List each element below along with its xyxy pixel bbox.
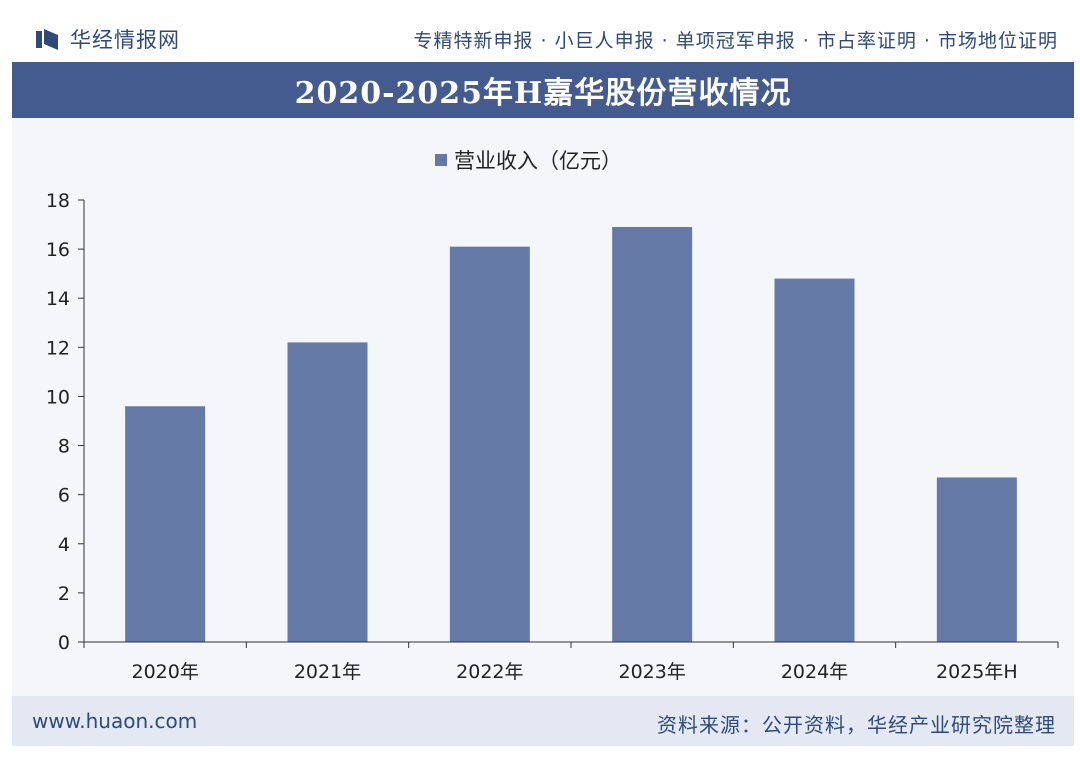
bar-6 (936, 477, 1017, 642)
y-tick-label: 4 (58, 534, 70, 556)
footer-url[interactable]: www.huaon.com (32, 709, 198, 733)
y-tick-label: 16 (46, 239, 70, 261)
legend: 营业收入（亿元） (435, 149, 622, 173)
bars (125, 227, 1017, 642)
bar-4 (612, 227, 693, 642)
bar-3 (449, 246, 530, 642)
footer-source: 资料来源：公开资料，华经产业研究院整理 (657, 713, 1056, 737)
y-tick-label: 6 (58, 485, 70, 507)
header: 华经情报网 专精特新申报 · 小巨人申报 · 单项冠军申报 · 市占率证明 · … (0, 0, 1080, 62)
y-tick-label: 0 (58, 632, 70, 654)
x-tick-label: 2020年 (131, 661, 198, 683)
x-tick-label: 2023年 (618, 661, 685, 683)
logo[interactable]: 华经情报网 (34, 24, 180, 54)
y-tick-label: 12 (46, 337, 70, 359)
bar-2 (287, 342, 368, 642)
bar-chart: 营业收入（亿元） 0 2 4 6 8 10 12 14 16 18 2020年 2021年 2022年… (46, 149, 1059, 683)
chart-area: 营业收入（亿元） 0 2 4 6 8 10 12 14 16 18 2020年 2021年 2022年… (12, 118, 1074, 696)
tagline: 专精特新申报 · 小巨人申报 · 单项冠军申报 · 市占率证明 · 市场地位证明 (413, 30, 1058, 52)
y-tick-label: 2 (58, 583, 70, 605)
x-tick-label: 2022年 (456, 661, 523, 683)
legend-label: 营业收入（亿元） (454, 149, 622, 173)
y-tick-label: 8 (58, 436, 70, 458)
x-tick-label: 2025年H (936, 661, 1018, 683)
logo-icon (36, 29, 58, 50)
chart-title: 2020-2025年H嘉华股份营收情况 (294, 76, 792, 111)
x-tick-label: 2024年 (781, 661, 848, 683)
x-axis: 2020年 2021年 2022年 2023年 2024年 2025年H (83, 641, 1059, 683)
bottom-strip (0, 746, 1080, 763)
y-tick-label: 10 (46, 386, 70, 408)
bar-5 (774, 278, 855, 642)
title-bar: 2020-2025年H嘉华股份营收情况 (12, 62, 1074, 118)
x-tick-label: 2021年 (294, 661, 361, 683)
bar-1 (125, 406, 206, 642)
y-axis: 0 2 4 6 8 10 12 14 16 18 (46, 190, 85, 654)
y-tick-label: 18 (46, 190, 70, 212)
legend-swatch (435, 154, 447, 166)
footer: www.huaon.com 资料来源：公开资料，华经产业研究院整理 (12, 696, 1074, 746)
logo-text: 华经情报网 (70, 28, 180, 52)
y-tick-label: 14 (46, 288, 70, 310)
